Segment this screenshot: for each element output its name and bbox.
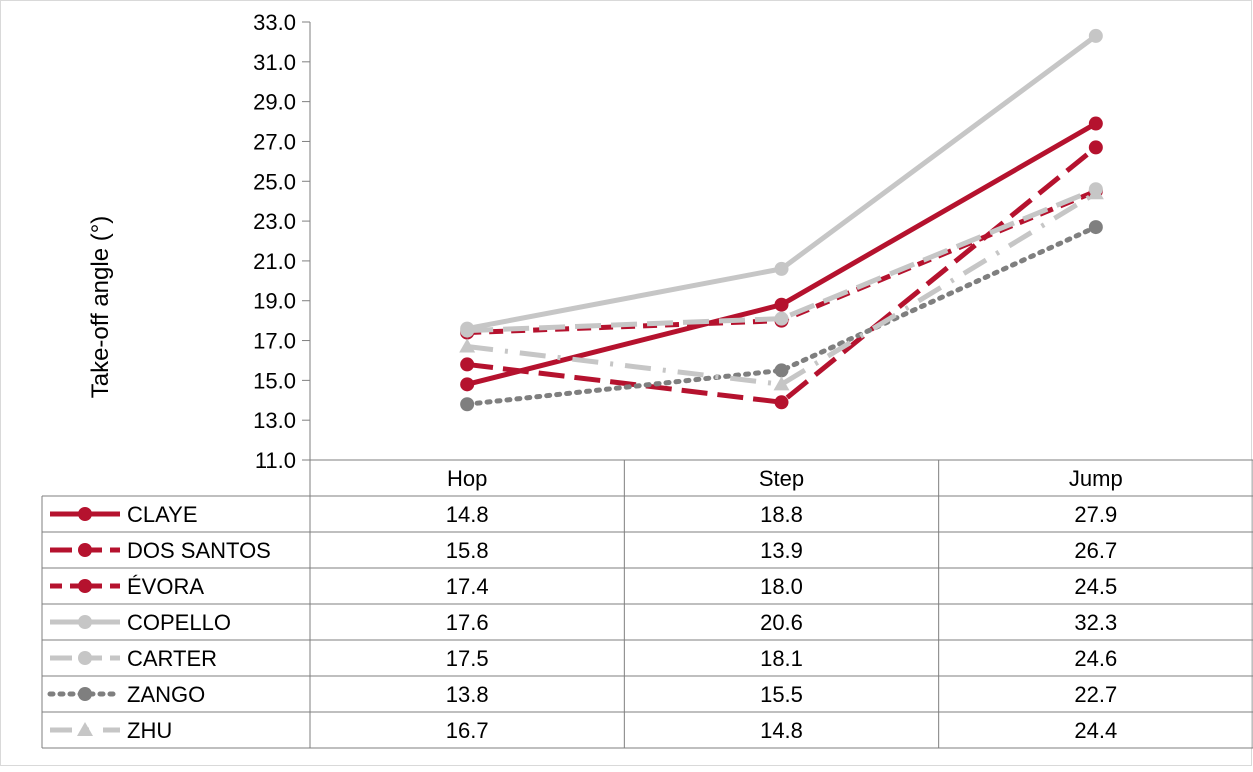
y-tick-label: 21.0 (253, 249, 296, 274)
legend-label: ZANGO (127, 682, 205, 707)
data-point (774, 297, 789, 312)
data-label: 16.7 (446, 718, 489, 743)
legend-key (50, 722, 120, 736)
data-point (460, 357, 475, 372)
table-row: COPELLO 17.6 20.6 32.3 (50, 610, 1117, 635)
data-point (460, 377, 475, 392)
legend-key-marker (78, 543, 92, 557)
data-label: 24.6 (1074, 646, 1117, 671)
data-point (1088, 116, 1103, 131)
data-table: Hop Step Jump CLAYE 14.8 18.8 27.9 DOS SANTOS 15… (41, 459, 1253, 749)
data-point (1088, 28, 1103, 43)
series-line (464, 224, 1099, 407)
data-point (774, 261, 789, 276)
data-label: 13.9 (760, 538, 803, 563)
series-line (467, 186, 1097, 334)
series-zango (460, 220, 1103, 412)
data-label: 27.9 (1074, 502, 1117, 527)
data-label: 24.5 (1074, 574, 1117, 599)
data-label: 26.7 (1074, 538, 1117, 563)
data-label: 24.4 (1074, 718, 1117, 743)
y-axis: 11.0 13.0 15.0 17.0 19.0 21.0 23.0 25.0 27.0 29.0… (253, 10, 311, 473)
y-tick-label: 15.0 (253, 368, 296, 393)
data-label: 18.1 (760, 646, 803, 671)
legend-key-marker (77, 722, 93, 736)
y-tick-label: 23.0 (253, 209, 296, 234)
legend-key-marker (78, 615, 92, 629)
legend-key (50, 615, 120, 629)
data-point (460, 397, 475, 412)
legend-key (50, 651, 120, 665)
data-label: 22.7 (1074, 682, 1117, 707)
data-label: 20.6 (760, 610, 803, 635)
data-label: 15.8 (446, 538, 489, 563)
data-label: 32.3 (1074, 610, 1117, 635)
y-tick-label: 29.0 (253, 90, 296, 115)
data-label: 13.8 (446, 682, 489, 707)
data-label: 14.8 (760, 718, 803, 743)
y-axis-title: Take-off angle (°) (87, 216, 114, 399)
data-point (1088, 220, 1103, 235)
y-tick-label: 19.0 (253, 289, 296, 314)
series-carter (460, 182, 1103, 338)
table-row: ÉVORA 17.4 18.0 24.5 (50, 574, 1117, 599)
legend-label: CLAYE (127, 502, 198, 527)
data-label: 17.4 (446, 574, 489, 599)
data-point (774, 395, 789, 410)
data-label: 18.0 (760, 574, 803, 599)
legend-key (50, 507, 120, 521)
data-point (460, 323, 475, 338)
series-claye (460, 116, 1103, 392)
data-label: 17.6 (446, 610, 489, 635)
data-label: 15.5 (760, 682, 803, 707)
data-label: 14.8 (446, 502, 489, 527)
data-point (1088, 140, 1103, 155)
legend-label: DOS SANTOS (127, 538, 271, 563)
category-label: Hop (447, 466, 487, 491)
table-row: CLAYE 14.8 18.8 27.9 (50, 502, 1117, 527)
legend-label: ÉVORA (127, 574, 204, 599)
category-label: Step (759, 466, 804, 491)
legend-label: ZHU (127, 718, 172, 743)
data-point (459, 338, 476, 353)
y-tick-label: 17.0 (253, 329, 296, 354)
data-point (773, 376, 790, 391)
data-label: 18.8 (760, 502, 803, 527)
data-point (1087, 185, 1104, 200)
legend-key-marker (78, 579, 92, 593)
table-row: ZANGO 13.8 15.5 22.7 (47, 682, 1117, 707)
legend-key (50, 543, 120, 557)
y-tick-label: 33.0 (253, 10, 296, 35)
data-label: 17.5 (446, 646, 489, 671)
table-row: CARTER 17.5 18.1 24.6 (50, 646, 1117, 671)
series-line (466, 121, 1098, 387)
y-tick-label: 31.0 (253, 50, 296, 75)
data-point (774, 311, 789, 326)
series-line (466, 33, 1098, 332)
y-axis-label-group: Take-off angle (°) (87, 216, 114, 399)
series-copello (460, 28, 1103, 336)
y-tick-label: 25.0 (253, 169, 296, 194)
y-tick-label: 27.0 (253, 129, 296, 154)
legend-label: COPELLO (127, 610, 231, 635)
table-row: DOS SANTOS 15.8 13.9 26.7 (50, 538, 1117, 563)
series-layer (459, 28, 1104, 412)
data-point (774, 363, 789, 378)
category-label: Jump (1069, 466, 1123, 491)
legend-label: CARTER (127, 646, 217, 671)
series-zhu (459, 185, 1104, 391)
legend-key-marker (78, 507, 92, 521)
legend-key (50, 579, 120, 593)
table-row: ZHU 16.7 14.8 24.4 (50, 718, 1117, 743)
y-tick-label: 11.0 (255, 448, 296, 473)
legend-key (47, 687, 123, 701)
y-tick-label: 13.0 (253, 408, 296, 433)
legend-key-marker (78, 651, 92, 665)
legend-key-marker (78, 687, 92, 701)
